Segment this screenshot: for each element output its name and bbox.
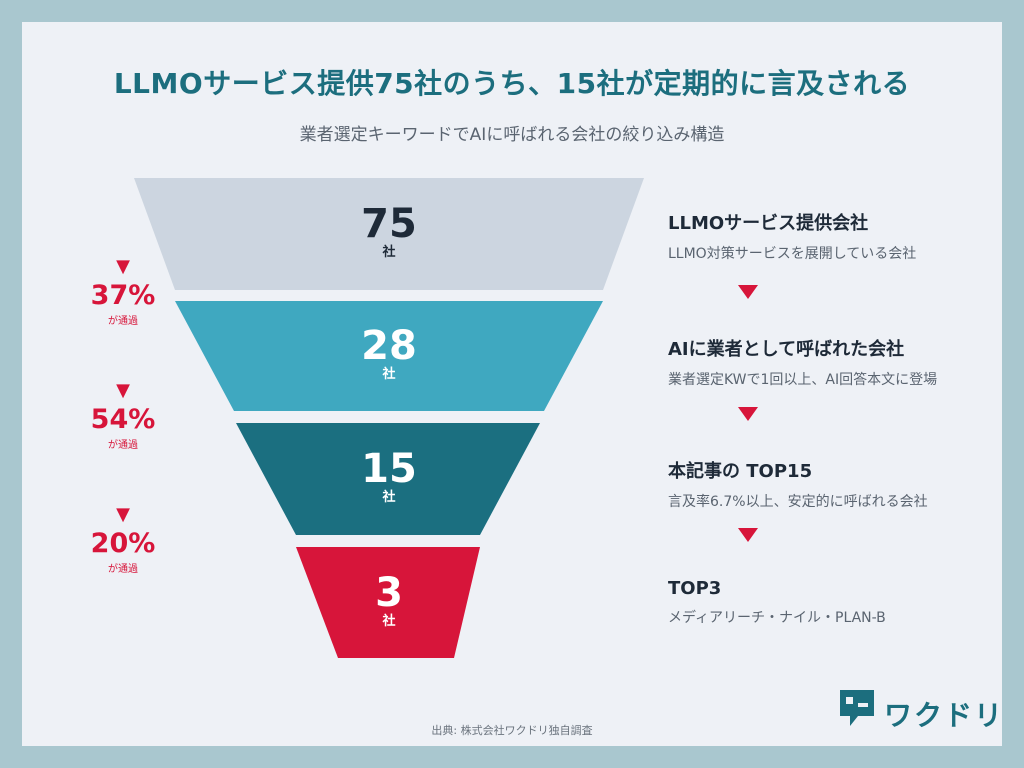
page-subtitle: 業者選定キーワードでAIに呼ばれる会社の絞り込み構造 <box>299 125 725 145</box>
pass-rate-3-percent: 20% <box>90 528 156 559</box>
funnel-stage-1-shape <box>134 178 644 290</box>
down-arrow-icon <box>738 407 758 421</box>
pass-rate-3-label: が通過 <box>108 564 138 576</box>
down-triangle-icon: ▼ <box>116 380 130 401</box>
pass-rate-1-label: が通過 <box>108 316 138 328</box>
pass-rate-2-label: が通過 <box>108 440 138 452</box>
funnel-stage-2-shape <box>175 301 603 411</box>
down-arrow-icon <box>738 528 758 542</box>
stage-3-value: 15 <box>361 446 417 492</box>
funnel-stage-4-shape <box>296 547 480 658</box>
stage-4-detail: メディアリーチ・ナイル・PLAN-B <box>668 610 886 626</box>
funnel-stage-4-count: 3 社 <box>339 573 439 628</box>
stage-4-description: TOP3 メディアリーチ・ナイル・PLAN-B <box>668 578 886 627</box>
stage-1-description: LLMOサービス提供会社 LLMO対策サービスを展開している会社 <box>668 209 916 263</box>
stage-4-unit: 社 <box>382 614 396 629</box>
stage-4-title: TOP3 <box>668 578 722 599</box>
pass-rate-1-percent: 37% <box>90 280 156 311</box>
stage-2-title: AIに業者として呼ばれた会社 <box>668 339 905 360</box>
stage-4-value: 3 <box>375 570 403 616</box>
down-arrow-icon <box>738 285 758 299</box>
down-triangle-icon: ▼ <box>116 256 130 277</box>
stage-2-value: 28 <box>361 323 417 369</box>
stage-3-unit: 社 <box>382 490 396 505</box>
funnel-stage-3-count: 15 社 <box>339 449 439 504</box>
wakudori-logo-icon <box>840 690 874 726</box>
stage-1-title: LLMOサービス提供会社 <box>668 213 869 234</box>
down-triangle-icon: ▼ <box>116 504 130 525</box>
pass-rate-1: ▼ 37% が通過 <box>78 256 168 328</box>
page-title: LLMOサービス提供75社のうち、15社が定期的に言及される <box>113 67 911 100</box>
brand-logo-text: ワクドリ <box>884 699 1005 732</box>
stage-2-unit: 社 <box>382 367 396 382</box>
source-note: 出典: 株式会社ワクドリ独自調査 <box>431 724 593 737</box>
funnel-stage-2-count: 28 社 <box>339 326 439 381</box>
funnel-stage-1-count: 75 社 <box>339 204 439 259</box>
pass-rate-2: ▼ 54% が通過 <box>78 380 168 452</box>
funnel-stage-3-shape <box>236 423 540 535</box>
stage-1-detail: LLMO対策サービスを展開している会社 <box>668 246 917 262</box>
pass-rate-3: ▼ 20% が通過 <box>78 504 168 576</box>
stage-1-unit: 社 <box>382 245 396 260</box>
stage-1-value: 75 <box>361 201 417 247</box>
stage-2-detail: 業者選定KWで1回以上、AI回答本文に登場 <box>668 372 938 388</box>
stage-3-title: 本記事の TOP15 <box>668 461 813 482</box>
pass-rate-2-percent: 54% <box>90 404 156 435</box>
stage-2-description: AIに業者として呼ばれた会社 業者選定KWで1回以上、AI回答本文に登場 <box>668 335 937 389</box>
stage-3-description: 本記事の TOP15 言及率6.7%以上、安定的に呼ばれる会社 <box>668 457 928 511</box>
stage-3-detail: 言及率6.7%以上、安定的に呼ばれる会社 <box>668 494 928 510</box>
